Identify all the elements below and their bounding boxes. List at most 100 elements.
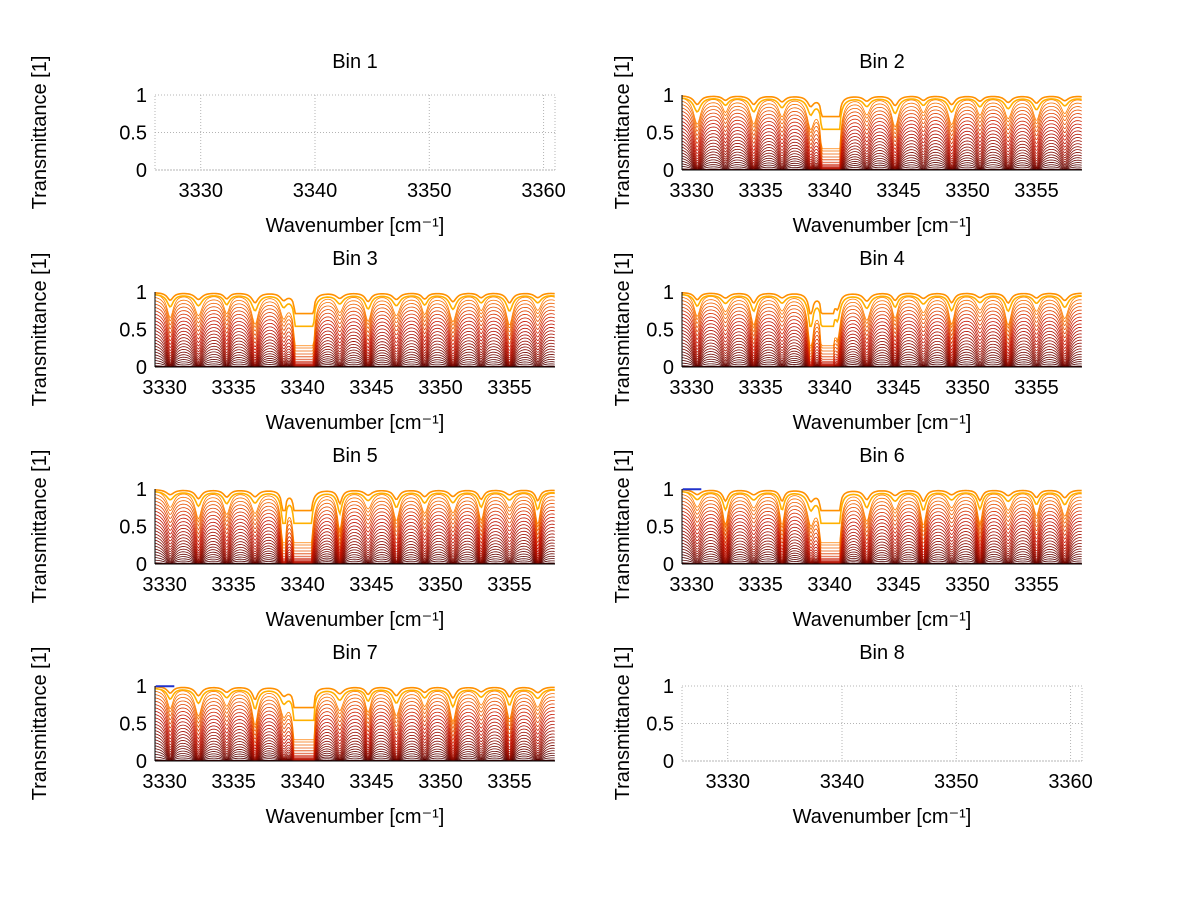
subplot-bin-1: Bin 1 Transmittance [1] Wavenumber [cm⁻¹] 0… xyxy=(29,48,575,243)
y-tick-label: 1 xyxy=(136,85,147,107)
x-tick-label: 3360 xyxy=(521,180,566,202)
spectra-curves xyxy=(681,489,1082,565)
x-tick-label: 3345 xyxy=(349,574,394,596)
x-tick-label: 3335 xyxy=(211,574,256,596)
y-tick-label: 0 xyxy=(663,554,674,576)
x-tick-label: 3340 xyxy=(280,771,325,793)
y-tick-label: 1 xyxy=(136,676,147,698)
x-tick-label: 3330 xyxy=(142,574,187,596)
x-axis-label: Wavenumber [cm⁻¹] xyxy=(266,215,445,237)
x-axis-label: Wavenumber [cm⁻¹] xyxy=(266,609,445,631)
y-tick-label: 0 xyxy=(136,357,147,379)
y-axis-label: Transmittance [1] xyxy=(29,647,51,801)
y-tick-label: 0 xyxy=(136,160,147,182)
spectra-curves xyxy=(154,685,555,762)
grid-lines xyxy=(681,685,1083,762)
x-tick-label: 3330 xyxy=(705,771,750,793)
x-tick-label: 3345 xyxy=(876,180,921,202)
x-tick-label: 3345 xyxy=(876,377,921,399)
x-tick-label: 3350 xyxy=(934,771,979,793)
x-axis-label: Wavenumber [cm⁻¹] xyxy=(266,806,445,828)
x-tick-label: 3350 xyxy=(418,377,463,399)
chart-bin-2: Bin 2 Transmittance [1] Wavenumber [cm⁻¹] 0… xyxy=(612,51,1082,237)
x-axis-label: Wavenumber [cm⁻¹] xyxy=(793,609,972,631)
x-tick-label: 3350 xyxy=(418,574,463,596)
subplot-bin-2: Bin 2 Transmittance [1] Wavenumber [cm⁻¹] 0… xyxy=(557,48,1102,243)
x-tick-label: 3340 xyxy=(293,180,338,202)
y-tick-label: 1 xyxy=(663,85,674,107)
spectra-curves xyxy=(154,489,555,565)
y-tick-label: 0.5 xyxy=(646,320,674,342)
chart-title: Bin 2 xyxy=(859,51,905,73)
x-tick-label: 3335 xyxy=(738,377,783,399)
x-tick-label: 3340 xyxy=(280,377,325,399)
x-tick-label: 3350 xyxy=(945,377,990,399)
y-axis-label: Transmittance [1] xyxy=(29,450,51,604)
x-axis-label: Wavenumber [cm⁻¹] xyxy=(793,215,972,237)
x-tick-label: 3350 xyxy=(945,574,990,596)
x-tick-label: 3340 xyxy=(807,377,852,399)
spectra-curves xyxy=(154,292,555,368)
subplot-bin-7: Bin 7 Transmittance [1] Wavenumber [cm⁻¹] 0… xyxy=(29,639,575,834)
x-tick-label: 3360 xyxy=(1048,771,1093,793)
x-tick-label: 3355 xyxy=(487,771,532,793)
chart-title: Bin 5 xyxy=(332,445,378,467)
chart-bin-1: Bin 1 Transmittance [1] Wavenumber [cm⁻¹] 0… xyxy=(29,51,566,237)
chart-title: Bin 7 xyxy=(332,642,378,664)
chart-bin-4: Bin 4 Transmittance [1] Wavenumber [cm⁻¹] 0… xyxy=(612,248,1082,434)
y-tick-label: 0.5 xyxy=(646,714,674,736)
y-tick-label: 1 xyxy=(663,479,674,501)
y-axis-label: Transmittance [1] xyxy=(612,450,634,604)
x-tick-label: 3330 xyxy=(142,771,187,793)
x-tick-label: 3330 xyxy=(669,377,714,399)
y-tick-label: 0.5 xyxy=(119,123,147,145)
x-tick-label: 3335 xyxy=(738,180,783,202)
subplot-bin-4: Bin 4 Transmittance [1] Wavenumber [cm⁻¹] 0… xyxy=(557,245,1102,440)
y-axis-label: Transmittance [1] xyxy=(29,56,51,210)
y-axis-label: Transmittance [1] xyxy=(612,253,634,407)
x-tick-label: 3355 xyxy=(1014,377,1058,399)
chart-bin-8: Bin 8 Transmittance [1] Wavenumber [cm⁻¹] 0… xyxy=(612,642,1093,828)
chart-title: Bin 4 xyxy=(859,248,905,270)
x-tick-label: 3340 xyxy=(820,771,865,793)
chart-title: Bin 3 xyxy=(332,248,378,270)
x-tick-label: 3345 xyxy=(349,377,394,399)
chart-title: Bin 8 xyxy=(859,642,905,664)
y-axis-label: Transmittance [1] xyxy=(29,253,51,407)
x-tick-label: 3345 xyxy=(876,574,921,596)
grid-lines xyxy=(154,94,556,171)
x-tick-label: 3355 xyxy=(1014,574,1058,596)
x-tick-label: 3330 xyxy=(142,377,187,399)
x-tick-label: 3355 xyxy=(487,377,532,399)
y-tick-label: 0.5 xyxy=(119,517,147,539)
chart-title: Bin 6 xyxy=(859,445,905,467)
x-tick-label: 3335 xyxy=(211,377,256,399)
chart-bin-3: Bin 3 Transmittance [1] Wavenumber [cm⁻¹] 0… xyxy=(29,248,555,434)
chart-bin-7: Bin 7 Transmittance [1] Wavenumber [cm⁻¹] 0… xyxy=(29,642,555,828)
x-axis-label: Wavenumber [cm⁻¹] xyxy=(793,412,972,434)
subplot-bin-3: Bin 3 Transmittance [1] Wavenumber [cm⁻¹] 0… xyxy=(29,245,575,440)
x-tick-label: 3340 xyxy=(280,574,325,596)
y-tick-label: 0 xyxy=(136,751,147,773)
x-tick-label: 3340 xyxy=(807,180,852,202)
x-tick-label: 3350 xyxy=(418,771,463,793)
x-axis-label: Wavenumber [cm⁻¹] xyxy=(793,806,972,828)
x-tick-label: 3330 xyxy=(178,180,223,202)
x-tick-label: 3330 xyxy=(669,180,714,202)
y-tick-label: 1 xyxy=(663,676,674,698)
x-tick-label: 3350 xyxy=(945,180,990,202)
x-axis-label: Wavenumber [cm⁻¹] xyxy=(266,412,445,434)
y-tick-label: 0 xyxy=(663,160,674,182)
x-tick-label: 3340 xyxy=(807,574,852,596)
x-tick-label: 3345 xyxy=(349,771,394,793)
spectra-curves xyxy=(681,95,1082,171)
x-tick-label: 3355 xyxy=(487,574,532,596)
y-tick-label: 1 xyxy=(663,282,674,304)
y-tick-label: 1 xyxy=(136,479,147,501)
chart-bin-5: Bin 5 Transmittance [1] Wavenumber [cm⁻¹] 0… xyxy=(29,445,555,631)
y-axis-label: Transmittance [1] xyxy=(612,647,634,801)
subplot-bin-8: Bin 8 Transmittance [1] Wavenumber [cm⁻¹] 0… xyxy=(557,639,1102,834)
x-tick-label: 3335 xyxy=(738,574,783,596)
y-tick-label: 0.5 xyxy=(119,320,147,342)
